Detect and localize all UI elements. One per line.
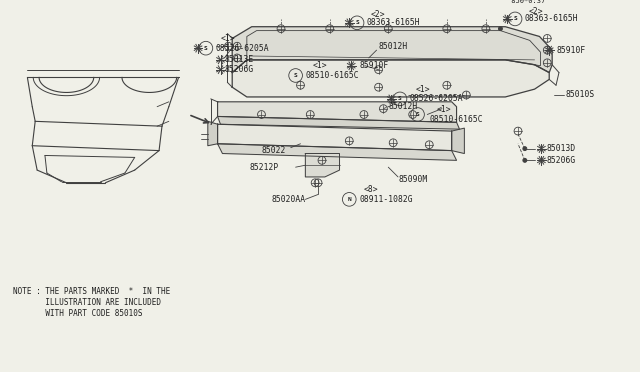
Text: 85206G: 85206G xyxy=(225,65,253,74)
Polygon shape xyxy=(208,121,218,146)
Text: 85012H: 85012H xyxy=(378,42,408,51)
Text: S: S xyxy=(294,73,298,78)
Text: <8>: <8> xyxy=(364,185,378,194)
Text: <1>: <1> xyxy=(437,105,452,114)
Text: ILLUSTRATION ARE INCLUDED: ILLUSTRATION ARE INCLUDED xyxy=(13,298,161,307)
Text: S: S xyxy=(513,16,517,22)
Text: <1>: <1> xyxy=(415,85,430,94)
Polygon shape xyxy=(218,116,460,129)
Text: S: S xyxy=(204,46,208,51)
Text: WITH PART CODE 85010S: WITH PART CODE 85010S xyxy=(13,309,142,318)
Polygon shape xyxy=(452,128,465,154)
Text: 85020AA: 85020AA xyxy=(271,195,305,204)
Polygon shape xyxy=(218,144,456,160)
Text: <1>: <1> xyxy=(221,34,235,43)
Text: 08510-6165C: 08510-6165C xyxy=(305,71,359,80)
Polygon shape xyxy=(305,154,339,177)
Text: 08526-6205A: 08526-6205A xyxy=(410,94,463,103)
Text: 85010S: 85010S xyxy=(566,90,595,99)
Text: <2>: <2> xyxy=(529,7,543,16)
Text: 08363-6165H: 08363-6165H xyxy=(367,18,420,27)
Text: <2>: <2> xyxy=(371,10,385,19)
Text: <1>: <1> xyxy=(312,61,327,70)
Text: 85910F: 85910F xyxy=(556,46,586,55)
Text: 85910F: 85910F xyxy=(359,61,388,70)
Text: 85212P: 85212P xyxy=(250,163,279,171)
Text: 08510-6165C: 08510-6165C xyxy=(429,115,483,124)
Circle shape xyxy=(523,158,527,162)
Text: 85206G: 85206G xyxy=(547,156,575,165)
Polygon shape xyxy=(218,124,452,151)
Circle shape xyxy=(499,27,502,31)
Text: N: N xyxy=(348,197,351,202)
Polygon shape xyxy=(218,102,456,122)
Text: S: S xyxy=(355,20,359,25)
Circle shape xyxy=(523,147,527,151)
Text: 08526-6205A: 08526-6205A xyxy=(216,44,269,53)
Text: 85090M: 85090M xyxy=(398,175,428,185)
Text: 85022: 85022 xyxy=(262,146,286,155)
Polygon shape xyxy=(232,27,552,73)
Text: 08911-1082G: 08911-1082G xyxy=(359,195,413,204)
Text: 08363-6165H: 08363-6165H xyxy=(525,15,579,23)
Text: 85012H: 85012H xyxy=(388,102,417,111)
Text: 85013D: 85013D xyxy=(547,144,575,153)
Text: S: S xyxy=(398,96,402,102)
Text: 85013E: 85013E xyxy=(225,55,253,64)
Text: S: S xyxy=(415,112,419,117)
Text: ^850*0:37: ^850*0:37 xyxy=(508,0,545,4)
Text: NOTE : THE PARTS MARKED  *  IN THE: NOTE : THE PARTS MARKED * IN THE xyxy=(13,287,170,296)
Polygon shape xyxy=(232,60,549,97)
